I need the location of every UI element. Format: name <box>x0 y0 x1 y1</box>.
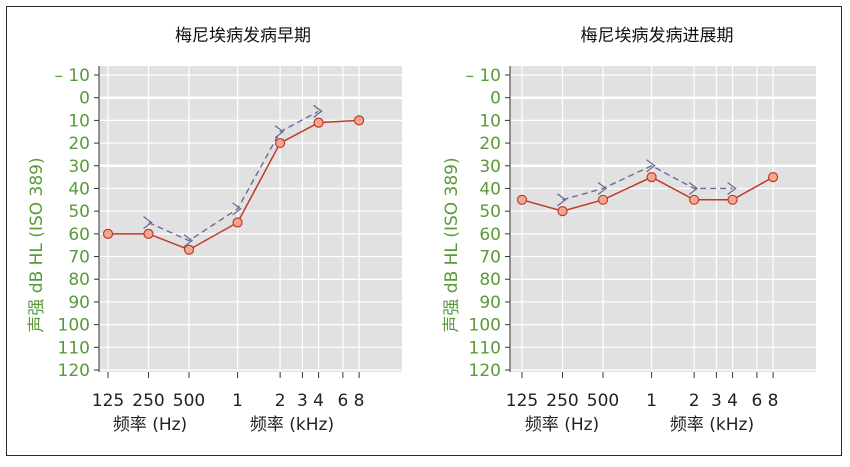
y-tick-label: 10 <box>479 111 501 131</box>
y-tick-label: 90 <box>479 293 501 313</box>
x-tick-label: 3 <box>711 391 722 411</box>
data-point-air <box>183 244 195 255</box>
data-point-air <box>597 194 609 205</box>
data-point-air <box>143 228 154 239</box>
x-axis-label-hz: 频率 (Hz) <box>525 415 599 435</box>
x-tick-label: 2 <box>689 391 700 411</box>
y-tick-label: 20 <box>68 134 90 154</box>
x-axis-label-khz: 频率 (kHz) <box>670 415 754 435</box>
y-axis-label-unit: dB HL (ISO 389) <box>27 157 47 293</box>
y-tick-label: 40 <box>68 179 90 199</box>
data-point-air <box>102 228 114 239</box>
x-axis-label-khz: 频率 (kHz) <box>250 415 334 435</box>
y-tick-label: 40 <box>479 179 501 199</box>
y-tick-label: 80 <box>479 270 501 290</box>
chart-title: 梅尼埃病发病早期 <box>175 26 311 46</box>
y-tick-label: 100 <box>58 316 90 336</box>
y-tick-label: 50 <box>479 202 501 222</box>
data-point-air <box>275 137 286 149</box>
y-tick-label: 30 <box>479 157 501 177</box>
x-tick-label: 8 <box>768 391 779 411</box>
x-tick-label: 6 <box>337 391 348 411</box>
x-tick-label: 4 <box>727 391 738 411</box>
x-tick-label: 6 <box>751 391 762 411</box>
y-tick-label: 30 <box>68 157 90 177</box>
y-tick-label: 20 <box>479 134 501 154</box>
data-point-air <box>313 117 324 128</box>
data-point-air <box>727 194 738 205</box>
y-tick-label: 120 <box>469 361 501 381</box>
data-point-air <box>767 172 779 183</box>
data-point-bone <box>727 181 737 195</box>
y-axis-label: 声强 dB HL (ISO 389) <box>27 157 47 332</box>
data-point-air <box>232 217 243 228</box>
data-point-bone <box>183 234 194 248</box>
y-tick-label: 90 <box>68 293 90 313</box>
y-tick-label: 80 <box>68 270 90 290</box>
x-tick-label: 500 <box>173 391 205 411</box>
data-point-bone <box>232 202 242 216</box>
y-axis-label: 声强 dB HL (ISO 389) <box>442 157 462 332</box>
x-tick-label: 1 <box>232 391 243 411</box>
data-point-bone <box>646 159 656 173</box>
x-tick-label: 8 <box>354 391 365 411</box>
x-tick-label: 4 <box>313 391 324 411</box>
y-axis-label-unit: dB HL (ISO 389) <box>442 157 462 293</box>
y-tick-label: 10 <box>68 111 90 131</box>
plot-area <box>99 66 402 372</box>
x-tick-label: 250 <box>546 391 578 411</box>
data-point-bone <box>313 104 323 118</box>
data-point-air <box>689 194 700 205</box>
chart-title: 梅尼埃病发病进展期 <box>581 26 734 46</box>
y-tick-label: 110 <box>58 338 90 358</box>
data-point-bone <box>274 125 285 139</box>
y-tick-label: 50 <box>68 202 90 222</box>
data-point-bone <box>143 215 153 230</box>
x-tick-label: 125 <box>92 391 124 411</box>
data-point-air <box>646 172 657 183</box>
y-axis-label-prefix: 声强 <box>442 293 462 332</box>
x-tick-label: 2 <box>275 391 286 411</box>
y-tick-label: – 10 <box>465 66 501 86</box>
x-tick-label: 1 <box>646 391 657 411</box>
x-tick-label: 125 <box>506 391 538 411</box>
x-tick-label: 3 <box>297 391 308 411</box>
data-point-air <box>516 194 528 205</box>
series-line-bone <box>148 110 319 242</box>
y-tick-label: 60 <box>479 225 501 245</box>
x-axis-label-hz: 频率 (Hz) <box>113 415 187 435</box>
x-tick-label: 250 <box>132 391 164 411</box>
y-tick-label: 60 <box>68 225 90 245</box>
y-tick-label: 120 <box>58 361 90 381</box>
y-tick-label: 70 <box>68 248 90 268</box>
y-axis-label-prefix: 声强 <box>27 293 47 332</box>
data-point-bone <box>688 181 699 195</box>
data-point-air <box>557 206 568 217</box>
x-tick-label: 500 <box>587 391 619 411</box>
data-point-bone <box>597 181 608 195</box>
y-tick-label: 70 <box>479 248 501 268</box>
y-tick-label: – 10 <box>54 66 90 86</box>
y-tick-label: 0 <box>490 89 501 109</box>
y-tick-label: 100 <box>469 316 501 336</box>
data-point-bone <box>557 193 567 207</box>
y-tick-label: 0 <box>79 89 90 109</box>
series-line-bone <box>562 164 733 201</box>
y-tick-label: 110 <box>469 338 501 358</box>
data-point-air <box>354 115 365 126</box>
plot-area <box>510 66 816 372</box>
